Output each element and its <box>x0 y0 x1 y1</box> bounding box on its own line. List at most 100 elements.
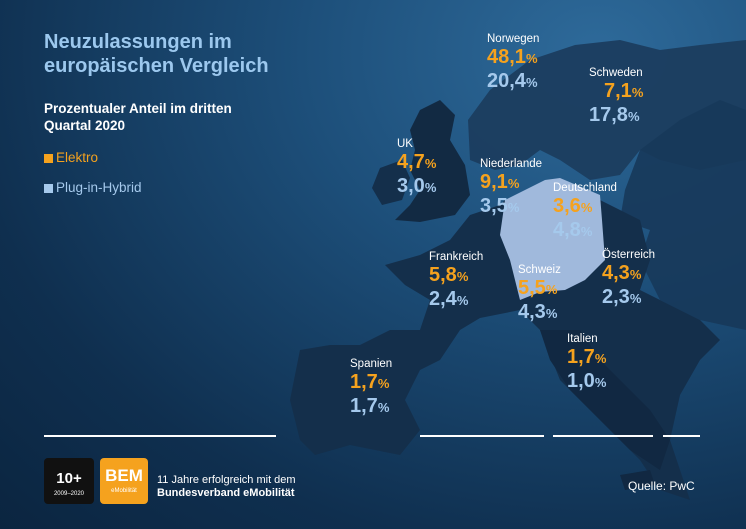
country-name: Norwegen <box>487 33 540 45</box>
value-number: 1,7 <box>567 346 595 368</box>
percent-sign: % <box>456 269 469 284</box>
value-hybrid: 4,3% <box>518 301 561 325</box>
value-number: 2,3 <box>602 286 630 308</box>
country-italien: Italien 1,7% 1,0% <box>567 333 606 394</box>
country-name: Österreich <box>602 249 656 261</box>
percent-sign: % <box>525 51 538 66</box>
page-subtitle: Prozentualer Anteil im dritten Quartal 2… <box>44 101 232 133</box>
percent-sign: % <box>631 85 644 100</box>
value-hybrid: 3,5% <box>480 195 542 219</box>
value-number: 7,1 <box>604 80 632 102</box>
value-number: 48,1 <box>487 46 526 68</box>
value-number: 1,7 <box>350 371 378 393</box>
value-elektro: 4,3% <box>602 262 655 286</box>
divider-line <box>44 435 276 437</box>
value-elektro: 1,7% <box>567 346 606 370</box>
value-elektro: 3,6% <box>553 195 617 219</box>
country-oesterreich: Österreich 4,3% 2,3% <box>602 249 655 310</box>
country-name: Schweiz <box>518 264 561 276</box>
map-sicily <box>620 470 655 490</box>
country-name: Italien <box>567 333 598 345</box>
percent-sign: % <box>594 351 607 366</box>
tagline-line1: 11 Jahre erfolgreich mit dem <box>157 474 296 486</box>
percent-sign: % <box>456 293 469 308</box>
map-uk <box>395 100 470 222</box>
tagline: 11 Jahre erfolgreich mit dem Bundesverba… <box>157 474 296 500</box>
percent-sign: % <box>580 224 593 239</box>
country-name: Frankreich <box>429 251 484 263</box>
legend-elektro-label: Elektro <box>56 150 99 165</box>
value-number: 5,8 <box>429 264 457 286</box>
country-frankreich: Frankreich 5,8% 2,4% <box>429 251 483 312</box>
value-elektro: 5,5% <box>518 277 561 301</box>
percent-sign: % <box>629 267 642 282</box>
value-number: 20,4 <box>487 70 526 92</box>
map-ireland <box>372 160 410 205</box>
country-uk: UK 4,7% 3,0% <box>397 138 436 199</box>
logo-bem-sub: eMobilität <box>111 488 137 494</box>
map-east <box>620 100 746 330</box>
value-number: 1,0 <box>567 370 595 392</box>
value-number: 4,8 <box>553 219 581 241</box>
value-elektro: 9,1% <box>480 171 542 195</box>
value-hybrid: 1,0% <box>567 370 606 394</box>
value-hybrid: 2,3% <box>602 286 655 310</box>
country-norwegen: Norwegen 48,1% 20,4% <box>487 33 539 94</box>
value-hybrid: 2,4% <box>429 288 483 312</box>
value-elektro: 7,1% <box>589 80 643 104</box>
country-name: Deutschland <box>553 182 617 194</box>
value-hybrid: 1,7% <box>350 395 392 419</box>
percent-sign: % <box>545 282 558 297</box>
percent-sign: % <box>545 306 558 321</box>
value-number: 1,7 <box>350 395 378 417</box>
divider-line <box>663 435 700 437</box>
value-number: 2,4 <box>429 288 457 310</box>
country-name: Niederlande <box>480 158 543 170</box>
percent-sign: % <box>507 176 520 191</box>
logo-10-number: 10+ <box>56 470 82 487</box>
logo-10-years: 10+ 2009–2020 <box>44 458 94 504</box>
value-number: 17,8 <box>589 104 628 126</box>
value-hybrid: 4,8% <box>553 219 617 243</box>
legend-hybrid-label: Plug-in-Hybrid <box>56 180 142 195</box>
divider-line <box>553 435 653 437</box>
page-title: Neuzulassungen im europäischen Vergleich <box>44 31 269 77</box>
value-number: 5,5 <box>518 277 546 299</box>
legend-elektro-swatch <box>44 153 53 163</box>
legend-hybrid-swatch <box>44 183 53 193</box>
value-elektro: 48,1% <box>487 46 539 70</box>
country-schweiz: Schweiz 5,5% 4,3% <box>518 264 561 325</box>
value-number: 9,1 <box>480 171 508 193</box>
value-number: 3,5 <box>480 195 508 217</box>
value-elektro: 5,8% <box>429 264 483 288</box>
tagline-line2: Bundesverband eMobilität <box>157 487 295 499</box>
source-note: Quelle: PwC <box>628 479 695 493</box>
percent-sign: % <box>507 200 520 215</box>
country-schweden: Schweden 7,1% 17,8% <box>589 67 643 128</box>
legend-elektro: Elektro <box>44 150 98 166</box>
percent-sign: % <box>627 109 640 124</box>
value-hybrid: 3,0% <box>397 175 436 199</box>
percent-sign: % <box>629 291 642 306</box>
country-niederlande: Niederlande 9,1% 3,5% <box>480 158 542 219</box>
percent-sign: % <box>377 376 390 391</box>
percent-sign: % <box>377 400 390 415</box>
value-hybrid: 17,8% <box>589 104 643 128</box>
value-number: 4,3 <box>518 301 546 323</box>
country-deutschland: Deutschland 3,6% 4,8% <box>553 182 617 243</box>
value-elektro: 1,7% <box>350 371 392 395</box>
logo-bem-name: BEM <box>105 466 143 485</box>
percent-sign: % <box>424 180 437 195</box>
divider-line <box>420 435 544 437</box>
country-spanien: Spanien 1,7% 1,7% <box>350 358 392 419</box>
percent-sign: % <box>580 200 593 215</box>
country-name: Schweden <box>589 67 643 79</box>
country-name: UK <box>397 138 413 150</box>
country-name: Spanien <box>350 358 393 370</box>
legend-hybrid: Plug-in-Hybrid <box>44 180 142 196</box>
map-germany <box>500 178 605 300</box>
value-number: 3,0 <box>397 175 425 197</box>
logo-bem: BEM eMobilität <box>100 458 148 504</box>
value-number: 4,3 <box>602 262 630 284</box>
value-number: 3,6 <box>553 195 581 217</box>
